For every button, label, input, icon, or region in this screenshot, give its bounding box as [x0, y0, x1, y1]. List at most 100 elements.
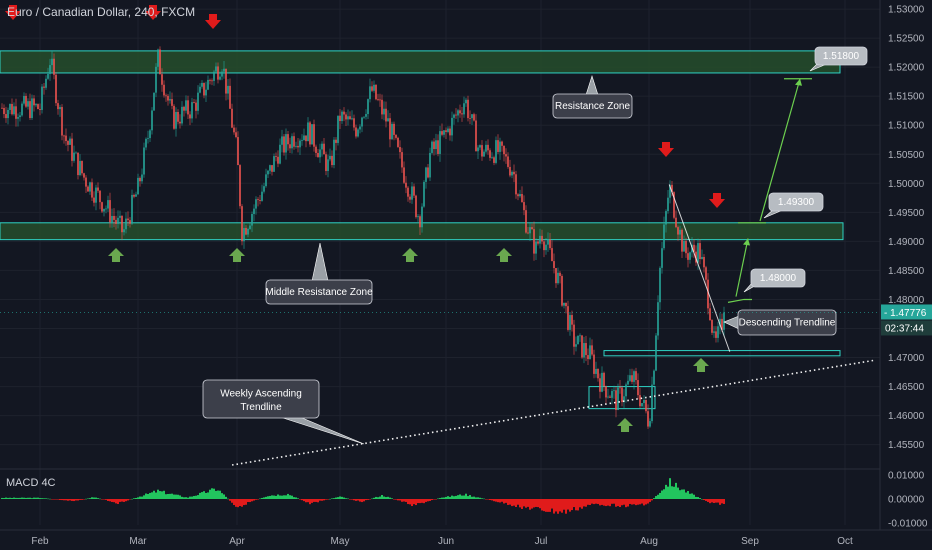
- candle-body: [525, 210, 527, 233]
- macd-bar: [363, 499, 365, 502]
- macd-bar: [671, 486, 673, 499]
- candle-body: [373, 84, 375, 91]
- candle-body: [369, 86, 371, 100]
- macd-bar: [37, 497, 39, 499]
- candle-body: [585, 343, 587, 356]
- candle-body: [379, 99, 381, 101]
- candle-body: [313, 124, 315, 147]
- macd-bar: [573, 499, 575, 508]
- candle-body: [721, 318, 723, 330]
- candle-body: [275, 156, 277, 157]
- candle-body: [711, 320, 713, 333]
- candles: [1, 46, 725, 429]
- macd-bar: [677, 487, 679, 499]
- candle-body: [623, 396, 625, 403]
- macd-bar: [481, 498, 483, 499]
- macd-bar: [469, 495, 471, 499]
- macd-bar: [87, 498, 89, 500]
- macd-bar: [479, 497, 481, 499]
- x-tick-label: Jul: [535, 536, 548, 547]
- candle-body: [365, 114, 367, 117]
- macd-bar: [453, 496, 455, 499]
- macd-bar: [139, 496, 141, 499]
- candle-body: [483, 151, 485, 157]
- macd-bar: [369, 499, 371, 500]
- macd-bar: [259, 498, 261, 500]
- macd-bar: [639, 499, 641, 505]
- candle-body: [709, 308, 711, 321]
- projection-line-1: [735, 238, 749, 297]
- macd-bar: [513, 499, 515, 506]
- candle-body: [5, 114, 7, 119]
- candle-body: [181, 106, 183, 124]
- macd-bar: [159, 491, 161, 499]
- candle-body: [697, 243, 699, 263]
- candle-body: [393, 123, 395, 135]
- macd-bar: [723, 499, 725, 504]
- macd-bar: [1, 497, 3, 499]
- macd-bar: [703, 499, 705, 501]
- macd-bar: [61, 499, 63, 501]
- macd-bar: [317, 499, 319, 503]
- zone-box: [603, 350, 841, 357]
- candle-body: [149, 130, 151, 139]
- macd-bar: [271, 495, 273, 499]
- candle-body: [67, 141, 69, 145]
- macd-bar: [243, 499, 245, 506]
- candle-body: [439, 131, 441, 154]
- resistance-zone-callout-box: [552, 93, 633, 119]
- macd-bar: [255, 499, 257, 500]
- candle-body: [105, 208, 107, 210]
- macd-bar: [73, 499, 75, 502]
- macd-bar: [201, 492, 203, 499]
- sell-arrow-icon: [658, 142, 674, 157]
- macd-bar: [497, 499, 499, 503]
- candle-body: [501, 141, 503, 146]
- macd-bar: [373, 497, 375, 499]
- candle-body: [693, 244, 695, 252]
- macd-bar: [163, 490, 165, 499]
- macd-bar: [291, 495, 293, 499]
- macd-bar: [227, 498, 229, 500]
- y-tick-label: 1.51000: [888, 121, 925, 132]
- macd-bar: [69, 499, 71, 501]
- candle-body: [495, 140, 497, 163]
- candle-body: [153, 92, 155, 111]
- macd-bar: [683, 489, 685, 499]
- macd-bar: [629, 499, 631, 504]
- candle-body: [437, 140, 439, 154]
- candle-body: [401, 152, 403, 168]
- candle-body: [713, 331, 715, 333]
- candle-body: [547, 239, 549, 245]
- macd-bar: [341, 496, 343, 499]
- macd-bar: [433, 499, 435, 500]
- macd-bar: [585, 499, 587, 507]
- candle-body: [37, 104, 39, 110]
- candle-body: [339, 115, 341, 122]
- candle-body: [671, 184, 673, 193]
- candle-body: [475, 120, 477, 152]
- macd-bar: [621, 499, 623, 506]
- macd-bar: [633, 499, 635, 505]
- macd-bar: [515, 499, 517, 508]
- y-tick-label: 1.46000: [888, 411, 925, 422]
- macd-bar: [249, 499, 251, 503]
- markers: [5, 5, 725, 432]
- macd-bar: [361, 499, 363, 503]
- candle-body: [701, 257, 703, 259]
- macd-bar: [179, 495, 181, 499]
- candle-body: [353, 118, 355, 128]
- candle-body: [15, 106, 17, 119]
- candle-body: [145, 138, 147, 148]
- macd-bar: [7, 497, 9, 499]
- macd-bar: [587, 499, 589, 505]
- candle-body: [197, 92, 199, 111]
- macd-bar: [509, 499, 511, 505]
- macd-bar: [23, 497, 25, 499]
- x-tick-label: Feb: [31, 536, 49, 547]
- macd-tick-label: 0.00000: [888, 495, 925, 506]
- macd-bar: [441, 497, 443, 499]
- candle-body: [637, 380, 639, 396]
- candle-body: [327, 159, 329, 172]
